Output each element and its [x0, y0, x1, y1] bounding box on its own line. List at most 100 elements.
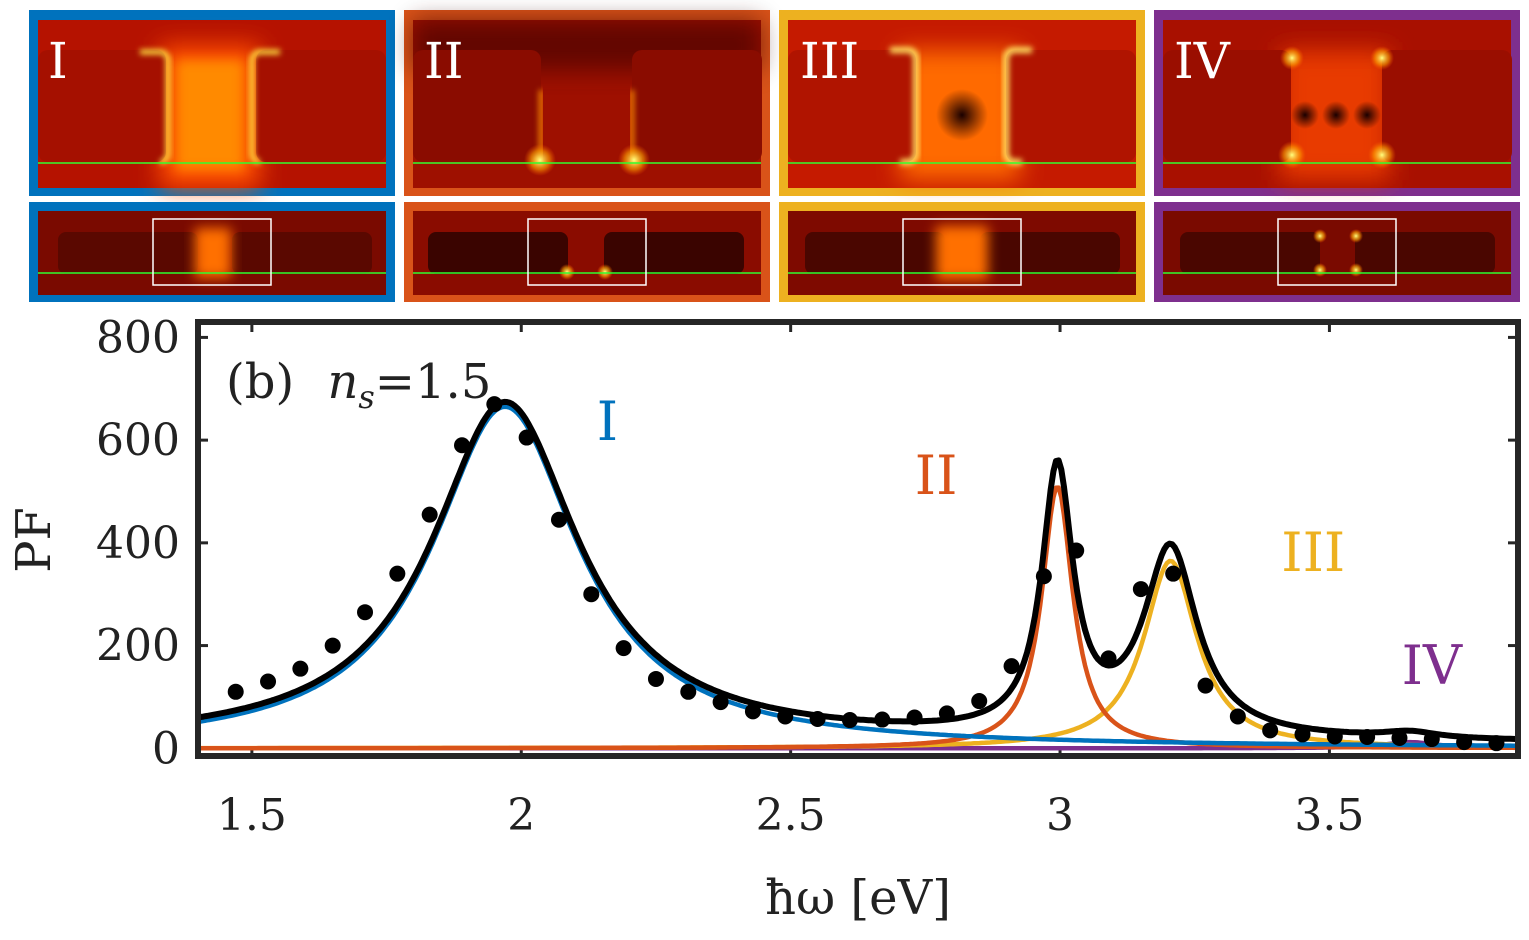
right-particle-edge [249, 49, 280, 165]
y-tick-label: 800 [96, 312, 180, 363]
small-hotspot [597, 264, 613, 280]
series-line-II [198, 485, 1518, 751]
left-particle-edge [140, 49, 171, 165]
tick-labels: 1.5 2 2.5 3 3.5 0 200 400 600 800 [96, 312, 1364, 841]
data-point [389, 565, 406, 582]
data-point [744, 703, 761, 720]
data-point [1068, 542, 1085, 559]
field-map-panel-III: III [779, 10, 1145, 302]
data-point [1003, 658, 1020, 675]
x-axis-label: ħω [eV] [765, 870, 951, 926]
hotspot [1280, 46, 1304, 70]
small-left-particle [1180, 232, 1320, 274]
data-point [1294, 726, 1311, 743]
y-tick-label: 400 [96, 518, 180, 569]
panel-annotation: (b) ns=1.5 [226, 354, 491, 416]
node [1291, 101, 1319, 129]
field-map-panel-IV: IV [1154, 10, 1520, 302]
data-point [647, 670, 664, 687]
small-right-particle [232, 232, 372, 274]
mode-label-I: I [597, 390, 618, 453]
data-point [1262, 722, 1279, 739]
annotation-sub: s [358, 378, 374, 416]
data-point [454, 437, 470, 454]
data-point [874, 711, 891, 728]
panel-label: IV [1174, 32, 1231, 90]
right-particle [632, 50, 762, 162]
x-tick-label: 2.5 [756, 790, 826, 841]
zoom-box [527, 218, 647, 286]
panel-label: III [800, 32, 859, 90]
y-axis-label: PF [6, 507, 62, 573]
data-point [486, 396, 503, 413]
hotspot [1368, 141, 1396, 169]
center-node [936, 89, 988, 141]
y-tick-label: 200 [96, 621, 180, 672]
data-point [1488, 735, 1505, 752]
data-point [260, 673, 277, 690]
field-map-panel-II: II [404, 10, 770, 302]
data-point [841, 712, 858, 729]
left-particle-edge [890, 47, 919, 165]
annotation-tag: (b) [226, 354, 294, 410]
data-point [1229, 708, 1246, 725]
data-point [712, 694, 729, 711]
hotspot [1370, 46, 1394, 70]
data-point [421, 506, 438, 523]
right-particle-edge [1003, 47, 1032, 165]
small-hotspot [559, 264, 575, 280]
y-tick-label: 0 [152, 723, 180, 774]
x-tick-label: 3 [1046, 790, 1074, 841]
small-hotspot [1313, 229, 1327, 243]
left-particle [1163, 50, 1291, 162]
right-particle [256, 50, 386, 162]
data-point [583, 586, 600, 603]
small-hotspot [1349, 229, 1363, 243]
gap-glow-core [176, 60, 244, 170]
small-left-particle [805, 232, 945, 274]
y-tick-label: 600 [96, 415, 180, 466]
data-point [615, 640, 632, 657]
data-point [550, 511, 567, 528]
node [1353, 101, 1381, 129]
data-point [1035, 568, 1052, 585]
data-points [227, 396, 1505, 752]
mode-label-IV: IV [1402, 634, 1463, 697]
series-line-total [198, 398, 1518, 742]
small-right-particle [1355, 232, 1495, 274]
data-point [1100, 650, 1117, 667]
data-point [809, 711, 826, 728]
data-point [1423, 731, 1440, 748]
data-point [357, 604, 374, 621]
left-particle [788, 50, 916, 162]
hotspot [524, 144, 556, 176]
annotation-var: n [327, 354, 358, 410]
panel-label: II [424, 32, 464, 90]
small-right-particle [980, 232, 1120, 274]
mode-label-III: III [1281, 521, 1345, 584]
small-hotspot [1313, 263, 1327, 277]
node [1322, 101, 1350, 129]
annotation-eq: =1.5 [375, 354, 492, 410]
zoom-box [1277, 218, 1397, 286]
zoom-box [902, 218, 1022, 286]
data-point [1197, 677, 1214, 694]
x-tick-label: 2 [507, 790, 535, 841]
hotspot [1278, 141, 1306, 169]
small-right-particle [604, 232, 744, 274]
data-point [680, 683, 697, 700]
data-point [1359, 728, 1376, 745]
panel-label: I [48, 32, 68, 90]
data-point [938, 705, 955, 722]
data-point [1132, 581, 1149, 598]
small-left-particle [428, 232, 568, 274]
data-point [1456, 734, 1473, 751]
data-point [518, 429, 535, 446]
data-point [324, 637, 341, 654]
left-particle [413, 50, 541, 162]
plot-frame [195, 319, 1521, 759]
left-particle [38, 50, 166, 162]
